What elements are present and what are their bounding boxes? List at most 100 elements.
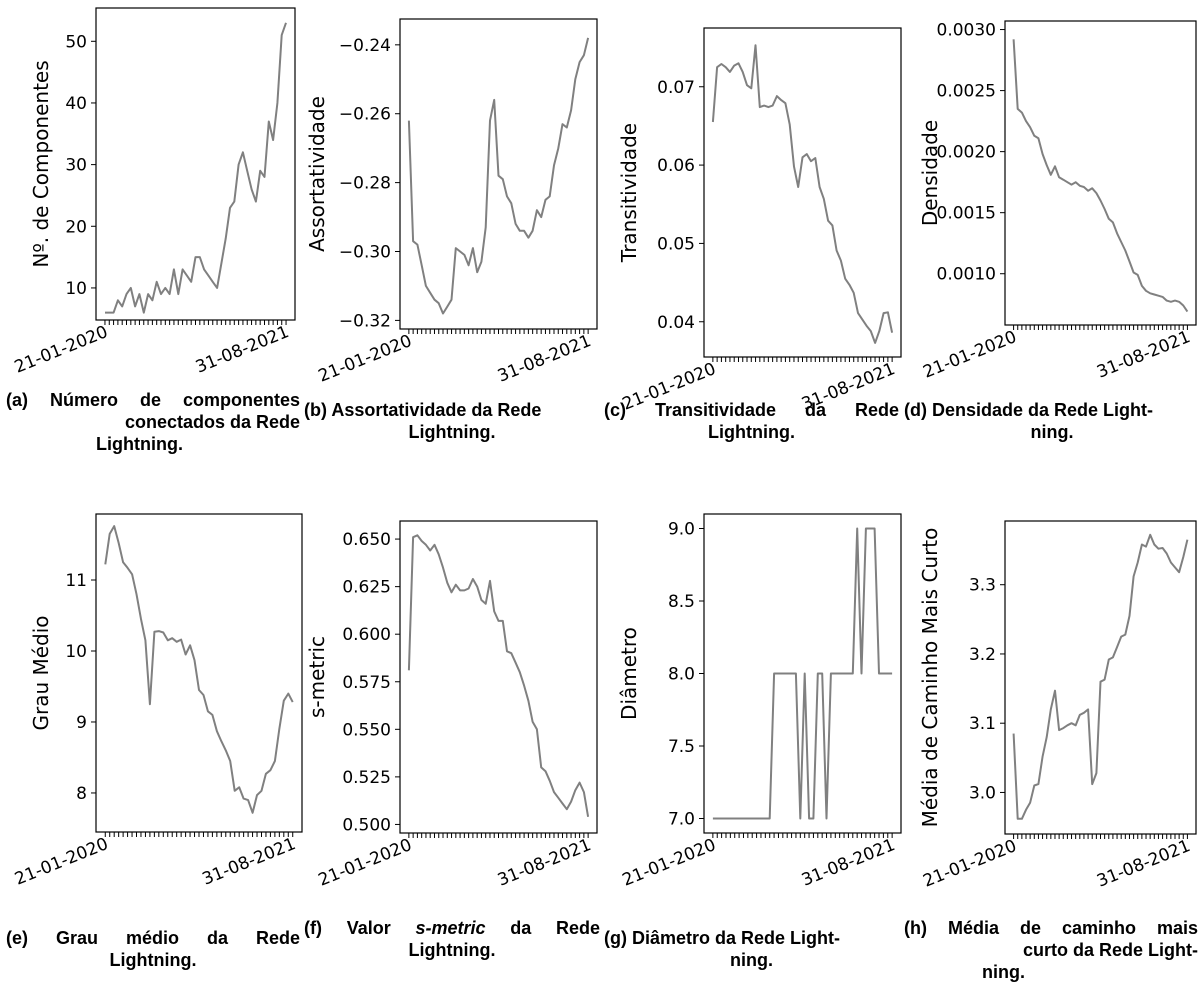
chart-b: −0.24 −0.26 −0.28 −0.30 −0.32 Assortatividade… [305,18,598,387]
chart-f: 0.650 0.625 0.600 0.575 0.550 0.525 0.500 s-met… [305,520,598,891]
caption-c-line-1: Transitividade da Rede [654,400,899,420]
chart-d-xtick-label-end: 31-08-2021 [1094,327,1193,383]
chart-f-ytick-label: 0.650 [342,530,391,550]
chart-c-ytick-label: 0.06 [657,156,695,176]
chart-e-ytick-label: 9 [76,713,87,733]
chart-h-ylabel: Média de Caminho Mais Curto [918,528,942,828]
caption-f-label: (f) [304,918,322,938]
chart-b-xtick-label-end: 31-08-2021 [495,331,594,387]
chart-e: 11 10 9 8 Grau Médio 21-01-2020 31-08-2021 [12,513,303,890]
caption-a-line-3: Lightning. [96,434,183,454]
chart-e-frame [95,513,303,833]
caption-d: (d) Densidade da Rede Light- ning. [904,399,1200,443]
chart-b-ylabel: Assortatividade [305,96,329,252]
caption-b-line-2: Lightning. [408,422,496,442]
caption-g-line-2: ning. [730,950,773,970]
chart-g-xtick-label-start: 21-01-2020 [620,835,719,891]
chart-c: 0.070.060.050.04Transitividade21-01-2020… [617,27,902,415]
caption-e-line-2: Lightning. [109,950,197,970]
chart-h-xtick-label-end: 31-08-2021 [1094,836,1193,892]
caption-a-label: (a) [6,390,28,410]
chart-g-ytick-label: 8.0 [668,665,695,685]
caption-b-line-1: Assortatividade da Rede [331,400,542,420]
chart-d-ytick-label: 0.0030 [937,21,996,41]
caption-f-post: da Rede [485,918,600,938]
chart-c-ytick-label: 0.05 [657,234,695,254]
caption-f-em: s-metric [415,918,486,938]
chart-g-xtick-label-end: 31-08-2021 [799,835,898,891]
caption-a: (a) Número de componentes conectados da … [6,389,300,455]
chart-e-xtick-label-end: 31-08-2021 [200,834,299,890]
chart-b-ytick-label: −0.30 [339,243,391,263]
chart-f-ytick-label: 0.600 [342,625,391,645]
chart-a-ytick-label: 50 [65,32,87,52]
chart-f-ytick-label: 0.525 [342,768,391,788]
caption-f: (f) Valor s-metric da Rede Lightning. [304,917,600,961]
chart-d-ytick-label: 0.0020 [937,143,996,163]
chart-f-series-line [407,534,590,817]
chart-a-ytick-label: 20 [65,217,87,237]
chart-b-ytick-label: −0.24 [339,36,391,56]
chart-a-ytick-label: 40 [65,94,87,114]
chart-f-ylabel: s-metric [305,636,329,718]
chart-a-xtick-label-end: 31-08-2021 [193,322,292,378]
chart-g-ytick-label: 7.0 [668,810,695,830]
chart-h-xtick-label-start: 21-01-2020 [920,836,1019,892]
caption-g-label: (g) [604,928,627,948]
chart-d: 0.0030 0.0025 0.0020 0.0015 0.0010 Densidade 2… [918,20,1197,383]
chart-e-ylabel: Grau Médio [29,615,53,730]
chart-g-ytick-label: 9.0 [668,520,695,540]
chart-f-xtick-label-end: 31-08-2021 [495,835,594,891]
caption-h-line-1: Média de caminho mais [947,918,1198,938]
caption-d-line-2: ning. [1030,422,1074,442]
chart-f-ytick-label: 0.575 [342,673,391,693]
chart-b-series-line [407,37,590,315]
caption-h: (h) Média de caminho mais curto da Rede … [904,917,1198,983]
chart-d-xtick-label-start: 21-01-2020 [920,327,1019,383]
chart-e-xtick-label-start: 21-01-2020 [12,834,111,890]
chart-h-ytick-label: 3.2 [969,645,996,665]
chart-g: 9.0 8.5 8.0 7.5 7.0 Diâmetro 21-01-2020 31-08-2… [617,513,902,891]
caption-g-line-1: Diâmetro da Rede Light- [632,928,841,948]
caption-d-label: (d) [904,400,927,420]
caption-e: (e) Grau médio da Rede Lightning. [6,927,300,971]
chart-a-ytick-label: 10 [65,279,87,299]
chart-d-ytick-label: 0.0010 [937,265,996,285]
caption-g: (g) Diâmetro da Rede Light- ning. [604,927,899,971]
chart-g-ylabel: Diâmetro [617,627,641,720]
chart-f-frame [399,520,598,834]
caption-f-line-2: Lightning. [408,940,496,960]
chart-a-series-line [105,22,287,314]
chart-c-frame [703,27,902,358]
chart-h-ytick-label: 3.0 [969,783,996,803]
caption-h-label: (h) [904,918,927,938]
caption-f-pre: Valor [346,918,416,938]
chart-d-ylabel: Densidade [918,120,942,226]
chart-b-ytick-label: −0.32 [339,311,391,331]
chart-b-ytick-label: −0.26 [339,105,391,125]
chart-c-ytick-label: 0.07 [657,78,695,98]
caption-e-line-1: Grau médio da Rede [56,928,300,948]
chart-b-xtick-label-start: 21-01-2020 [316,331,415,387]
chart-a-ylabel: Nº. de Componentes [29,60,53,267]
chart-c-series-line [711,44,894,344]
chart-d-series-line [1012,39,1189,313]
chart-a-xtick-label-start: 21-01-2020 [12,322,111,378]
chart-f-ytick-label: 0.500 [342,815,391,835]
chart-h-ytick-label: 3.3 [969,576,996,596]
chart-b-ytick-label: −0.28 [339,174,391,194]
caption-c-label: (c) [604,400,626,420]
chart-d-ytick-label: 0.0025 [937,82,996,102]
chart-h-ytick-label: 3.1 [969,714,996,734]
chart-d-frame [1004,20,1197,326]
chart-a: 10 20 30 40 50 Nº. de Componentes 21-01-2020 31… [12,7,296,378]
caption-h-line-3: ning. [982,962,1025,982]
chart-e-ytick-label: 8 [76,784,87,804]
chart-f-xtick-label-start: 21-01-2020 [316,835,415,891]
caption-a-line-1: Número de componentes [49,390,300,410]
chart-d-ytick-label: 0.0015 [937,204,996,224]
caption-b-label: (b) [304,400,327,420]
chart-f-ytick-label: 0.550 [342,720,391,740]
chart-f-ytick-label: 0.625 [342,578,391,598]
